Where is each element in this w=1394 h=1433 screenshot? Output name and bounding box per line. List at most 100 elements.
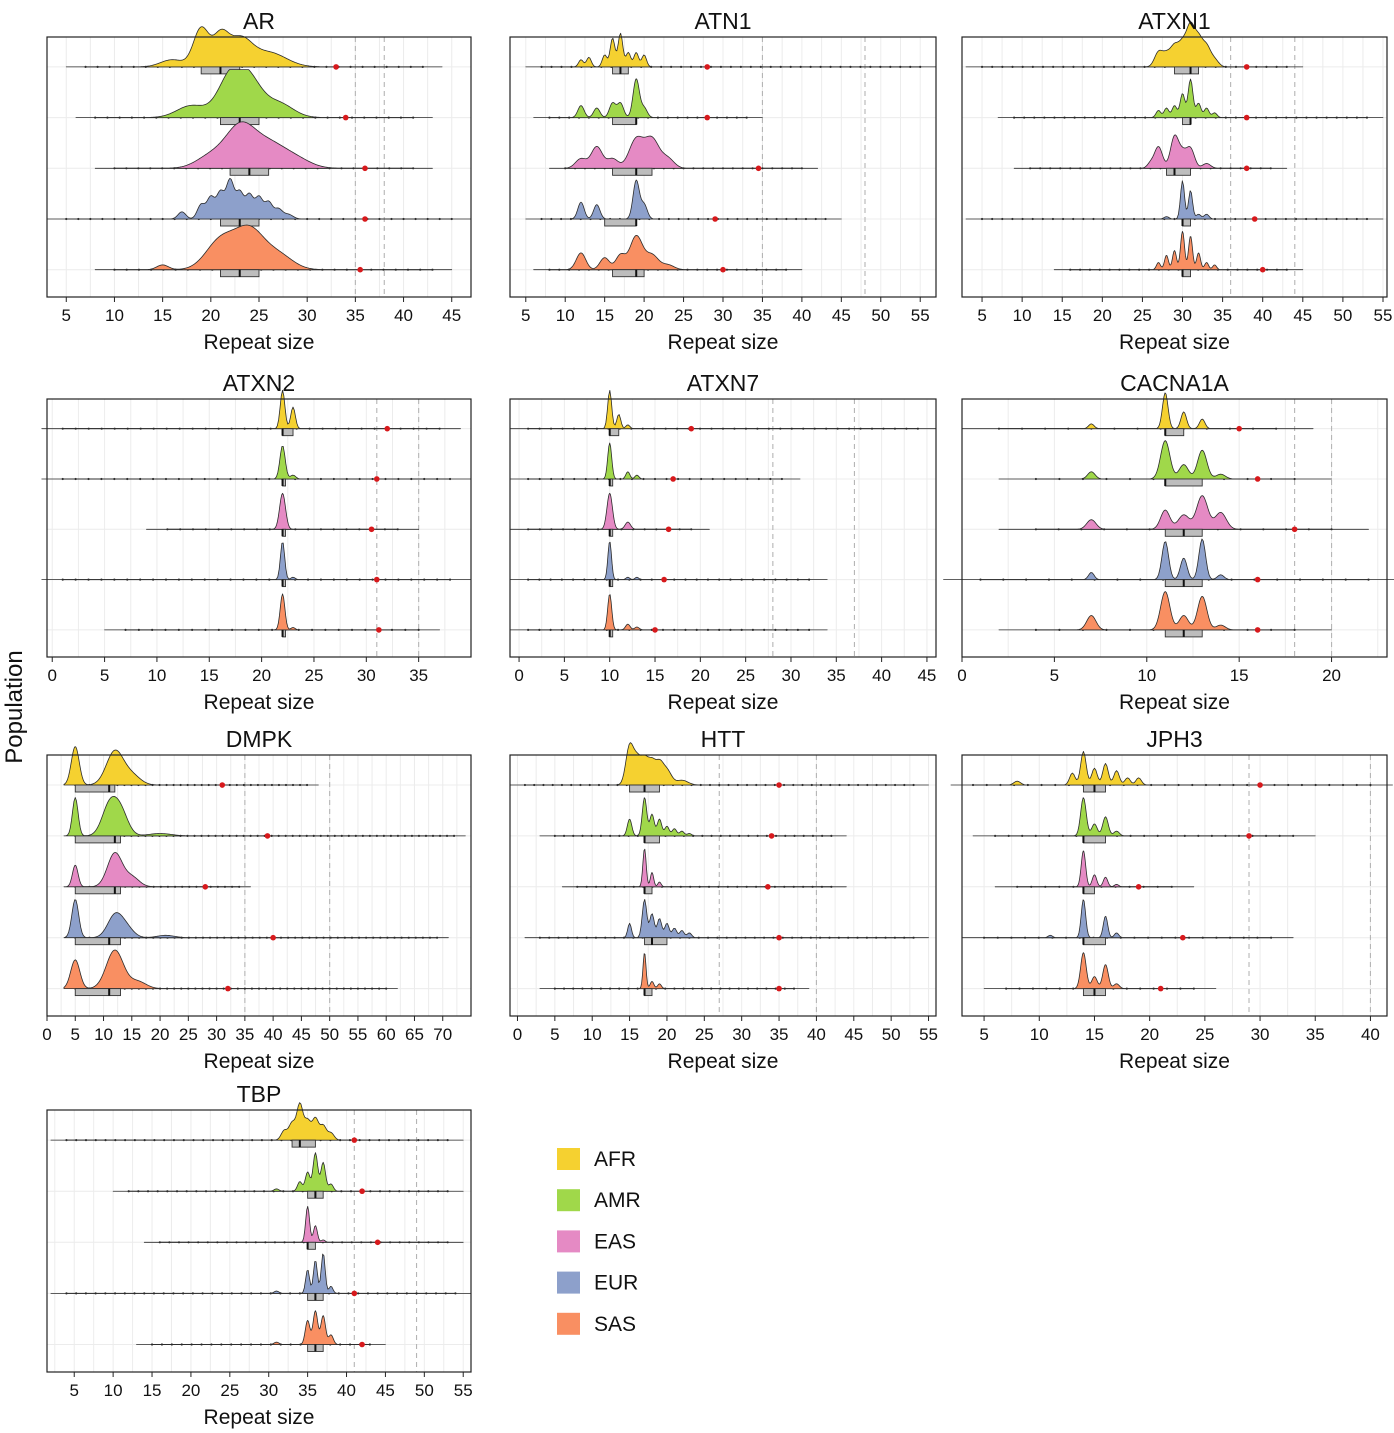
- red-marker-point: [359, 1188, 365, 1195]
- ridge-sas: [104, 593, 440, 638]
- ridge-eur: [63, 899, 449, 946]
- density-area: [972, 797, 1316, 837]
- iqr-box: [307, 1241, 316, 1250]
- legend-swatch: [557, 1312, 580, 1335]
- density-area: [63, 899, 449, 939]
- x-tick-label: 5: [560, 666, 569, 685]
- red-marker-point: [712, 216, 718, 222]
- density-area: [525, 32, 937, 68]
- x-tick-label: 20: [691, 666, 710, 685]
- x-tick-label: 40: [807, 1025, 826, 1044]
- x-tick-label: 0: [514, 666, 523, 685]
- x-axis-label: Repeat size: [204, 691, 315, 714]
- ridge-sas: [63, 949, 398, 997]
- iqr-box: [1082, 886, 1095, 895]
- iqr-box: [609, 428, 620, 437]
- legend-item-eur: EUR: [557, 1271, 638, 1295]
- panel-cacna1a: 0 5 10 15 20 CACNA1A Repeat size: [943, 370, 1394, 714]
- density-area: [41, 389, 461, 430]
- ridge-amr: [509, 442, 801, 487]
- ridge-sas: [998, 591, 1332, 638]
- panel-border: [961, 36, 1388, 298]
- ridge-afr: [961, 392, 1314, 437]
- ridge-afr: [965, 21, 1304, 75]
- x-tick-label: 40: [872, 666, 891, 685]
- legend-label: AMR: [594, 1189, 641, 1212]
- x-tick-label: 45: [844, 1025, 863, 1044]
- x-tick-label: 10: [1013, 306, 1032, 325]
- density-area: [1013, 134, 1288, 169]
- red-marker-point: [202, 884, 209, 890]
- density-area: [41, 446, 472, 480]
- ridge-eas: [509, 492, 710, 537]
- x-tick-label: 35: [409, 666, 428, 685]
- ridge-eas: [1013, 134, 1288, 176]
- x-tick-label: 35: [235, 1025, 254, 1044]
- panel-atn1: 5 10 15 20 25 30 35 40 45 50 55 ATN1 Repeat size: [509, 8, 937, 354]
- density-area: [94, 121, 433, 169]
- panel-title: JPH3: [1146, 726, 1202, 752]
- iqr-box: [612, 269, 645, 278]
- panel-border: [509, 398, 937, 658]
- x-tick-label: 45: [442, 306, 461, 325]
- x-tick-label: 20: [1140, 1025, 1159, 1044]
- iqr-box: [644, 988, 653, 997]
- density-area: [146, 492, 420, 530]
- legend-label: SAS: [594, 1313, 636, 1336]
- density-area: [509, 389, 937, 430]
- red-marker-point: [373, 476, 380, 482]
- x-tick-label: 15: [1085, 1025, 1104, 1044]
- x-tick-label: 10: [105, 306, 124, 325]
- x-tick-label: 10: [600, 666, 619, 685]
- density-area: [533, 235, 803, 271]
- density-area: [539, 797, 847, 837]
- red-marker-point: [720, 266, 726, 273]
- x-axis-label: Repeat size: [1119, 331, 1230, 354]
- x-tick-label: 25: [674, 306, 693, 325]
- ridge-afr: [525, 32, 937, 75]
- density-area: [63, 796, 466, 837]
- x-tick-label: 10: [147, 666, 166, 685]
- ridge-eur: [965, 180, 1384, 227]
- iqr-box: [74, 835, 121, 844]
- x-tick-label: 30: [298, 306, 317, 325]
- iqr-box: [1164, 478, 1203, 487]
- iqr-box: [1182, 117, 1191, 126]
- x-tick-label: 25: [695, 1025, 714, 1044]
- ridge-afr: [50, 1102, 464, 1148]
- x-tick-label: 30: [1251, 1025, 1270, 1044]
- x-tick-label: 45: [292, 1025, 311, 1044]
- density-area: [539, 953, 810, 989]
- legend-swatch: [557, 1230, 580, 1253]
- red-marker-point: [688, 425, 695, 432]
- panel-atxn7: 0 5 10 15 20 25 30 35 40 45 ATXN7 Repeat size: [509, 370, 937, 714]
- ridge-eur: [41, 542, 472, 588]
- panel-border: [509, 754, 937, 1017]
- x-tick-label: 25: [220, 1381, 239, 1400]
- red-marker-point: [1236, 425, 1242, 432]
- density-area: [961, 392, 1314, 430]
- x-tick-label: 10: [1030, 1025, 1049, 1044]
- red-marker-point: [665, 526, 672, 533]
- density-area: [509, 442, 801, 480]
- ridge-afr: [65, 26, 443, 75]
- x-tick-label: 50: [1333, 306, 1352, 325]
- panel-htt: 0 5 10 15 20 25 30 35 40 45 50 55 HTT Repeat size: [509, 726, 938, 1073]
- density-area: [549, 135, 819, 169]
- legend-label: EUR: [594, 1272, 638, 1295]
- density-area: [63, 852, 251, 888]
- red-marker-point: [264, 833, 271, 839]
- x-tick-label: 0: [42, 1025, 51, 1044]
- x-tick-label: 50: [871, 306, 890, 325]
- x-tick-label: 0: [513, 1025, 522, 1044]
- red-marker-point: [351, 1137, 358, 1143]
- x-tick-label: 20: [635, 306, 654, 325]
- panel-title: ATXN7: [687, 370, 759, 396]
- x-tick-label: 30: [259, 1381, 278, 1400]
- ridge-afr: [509, 389, 937, 437]
- density-area: [75, 69, 433, 118]
- ridge-eas: [143, 1205, 464, 1250]
- x-tick-label: 5: [62, 306, 71, 325]
- x-tick-label: 50: [882, 1025, 901, 1044]
- x-tick-label: 30: [1173, 306, 1192, 325]
